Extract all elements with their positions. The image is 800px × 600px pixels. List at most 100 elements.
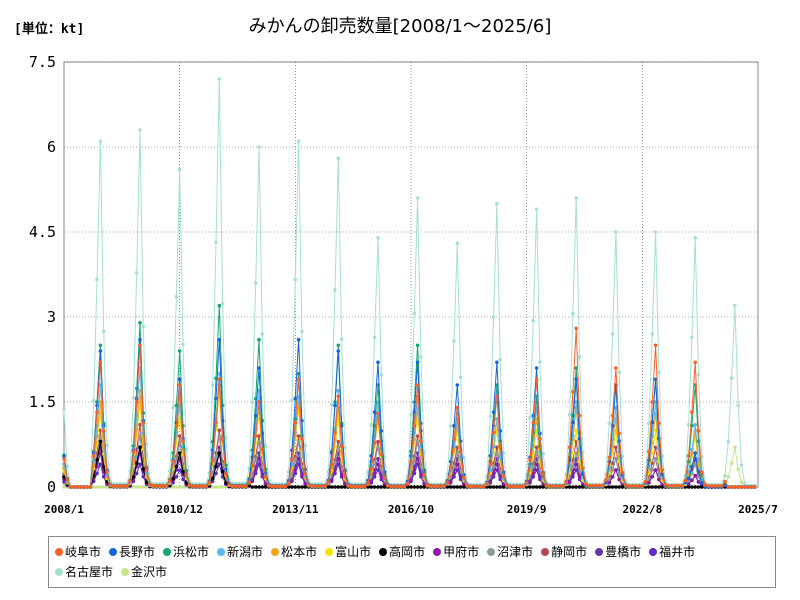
- legend-item: 名古屋市: [55, 562, 113, 582]
- data-point: [402, 484, 407, 489]
- data-point: [415, 343, 420, 348]
- data-point: [686, 485, 691, 489]
- y-tick-label: 0: [47, 478, 56, 496]
- data-point: [739, 485, 744, 489]
- y-axis-ticks: 0 1.5 3 4.5 6 7.5: [29, 53, 56, 496]
- data-point: [65, 477, 70, 482]
- data-point: [386, 483, 390, 488]
- legend-marker-icon: [55, 567, 63, 576]
- data-point: [98, 139, 103, 144]
- data-point: [452, 339, 456, 343]
- legend-item: 福井市: [649, 542, 695, 562]
- data-point: [356, 484, 360, 489]
- data-point: [571, 451, 575, 455]
- data-point: [214, 420, 218, 425]
- data-point: [607, 421, 612, 426]
- data-point: [95, 458, 99, 462]
- data-point: [376, 462, 380, 467]
- data-point: [491, 410, 496, 415]
- data-point: [131, 396, 136, 400]
- data-point: [138, 128, 142, 132]
- data-point: [607, 455, 612, 460]
- data-point: [614, 468, 618, 472]
- data-point: [435, 484, 440, 488]
- data-point: [713, 484, 717, 488]
- data-point: [409, 413, 413, 417]
- data-point: [181, 439, 185, 443]
- data-point: [343, 481, 347, 486]
- legend-marker-icon: [649, 547, 658, 556]
- data-point: [217, 434, 222, 438]
- data-point: [419, 439, 423, 443]
- data-point: [528, 485, 532, 489]
- data-point: [336, 456, 341, 461]
- data-point: [399, 484, 403, 489]
- data-point: [574, 377, 578, 382]
- data-point: [498, 485, 503, 489]
- data-point: [138, 445, 142, 450]
- data-point: [693, 360, 697, 365]
- data-point: [736, 485, 740, 489]
- data-point: [98, 434, 103, 438]
- data-point: [138, 343, 142, 348]
- data-point: [690, 485, 694, 489]
- data-point: [300, 329, 304, 334]
- data-point: [329, 485, 334, 489]
- data-point: [700, 481, 704, 485]
- data-point: [683, 478, 688, 483]
- data-point: [220, 469, 225, 474]
- data-point: [541, 485, 545, 489]
- data-point: [144, 485, 149, 489]
- data-point: [495, 451, 499, 455]
- data-point: [346, 483, 351, 488]
- data-point: [515, 484, 519, 489]
- data-point: [125, 484, 129, 488]
- data-point: [577, 475, 582, 479]
- data-point: [614, 230, 618, 234]
- data-point: [141, 421, 146, 426]
- data-point: [574, 326, 578, 331]
- data-point: [703, 483, 707, 487]
- data-point: [138, 485, 142, 489]
- data-point: [217, 462, 222, 467]
- data-point: [749, 485, 754, 489]
- legend-item: 浜松市: [163, 542, 209, 562]
- data-point: [343, 474, 347, 478]
- data-point: [422, 473, 427, 477]
- data-point: [336, 394, 341, 399]
- data-point: [610, 485, 615, 489]
- data-point: [561, 484, 565, 488]
- data-point: [207, 480, 212, 485]
- y-tick-label: 4.5: [29, 223, 56, 241]
- data-point: [134, 461, 139, 466]
- data-point: [217, 303, 222, 308]
- data-point: [214, 485, 218, 489]
- data-point: [75, 485, 79, 489]
- data-point: [217, 377, 222, 382]
- data-point: [567, 479, 572, 484]
- data-point: [498, 475, 503, 479]
- data-point: [151, 483, 155, 488]
- data-point: [501, 474, 506, 478]
- data-point: [91, 454, 96, 458]
- data-point: [392, 484, 397, 489]
- data-point: [105, 470, 109, 474]
- data-point: [422, 485, 427, 489]
- x-tick-label: 2010/12: [156, 503, 202, 516]
- data-point: [607, 485, 612, 489]
- data-point: [485, 481, 489, 486]
- data-point: [733, 445, 737, 450]
- data-point: [244, 484, 248, 488]
- data-point: [452, 464, 456, 469]
- data-point: [412, 424, 417, 428]
- data-point: [531, 318, 536, 323]
- data-point: [478, 484, 483, 489]
- legend-marker-icon: [595, 547, 604, 556]
- data-point: [296, 485, 301, 489]
- data-point: [329, 478, 334, 482]
- data-point: [528, 479, 532, 484]
- data-point: [253, 413, 258, 418]
- data-point: [676, 483, 681, 488]
- data-point: [571, 485, 575, 489]
- data-point: [455, 451, 460, 455]
